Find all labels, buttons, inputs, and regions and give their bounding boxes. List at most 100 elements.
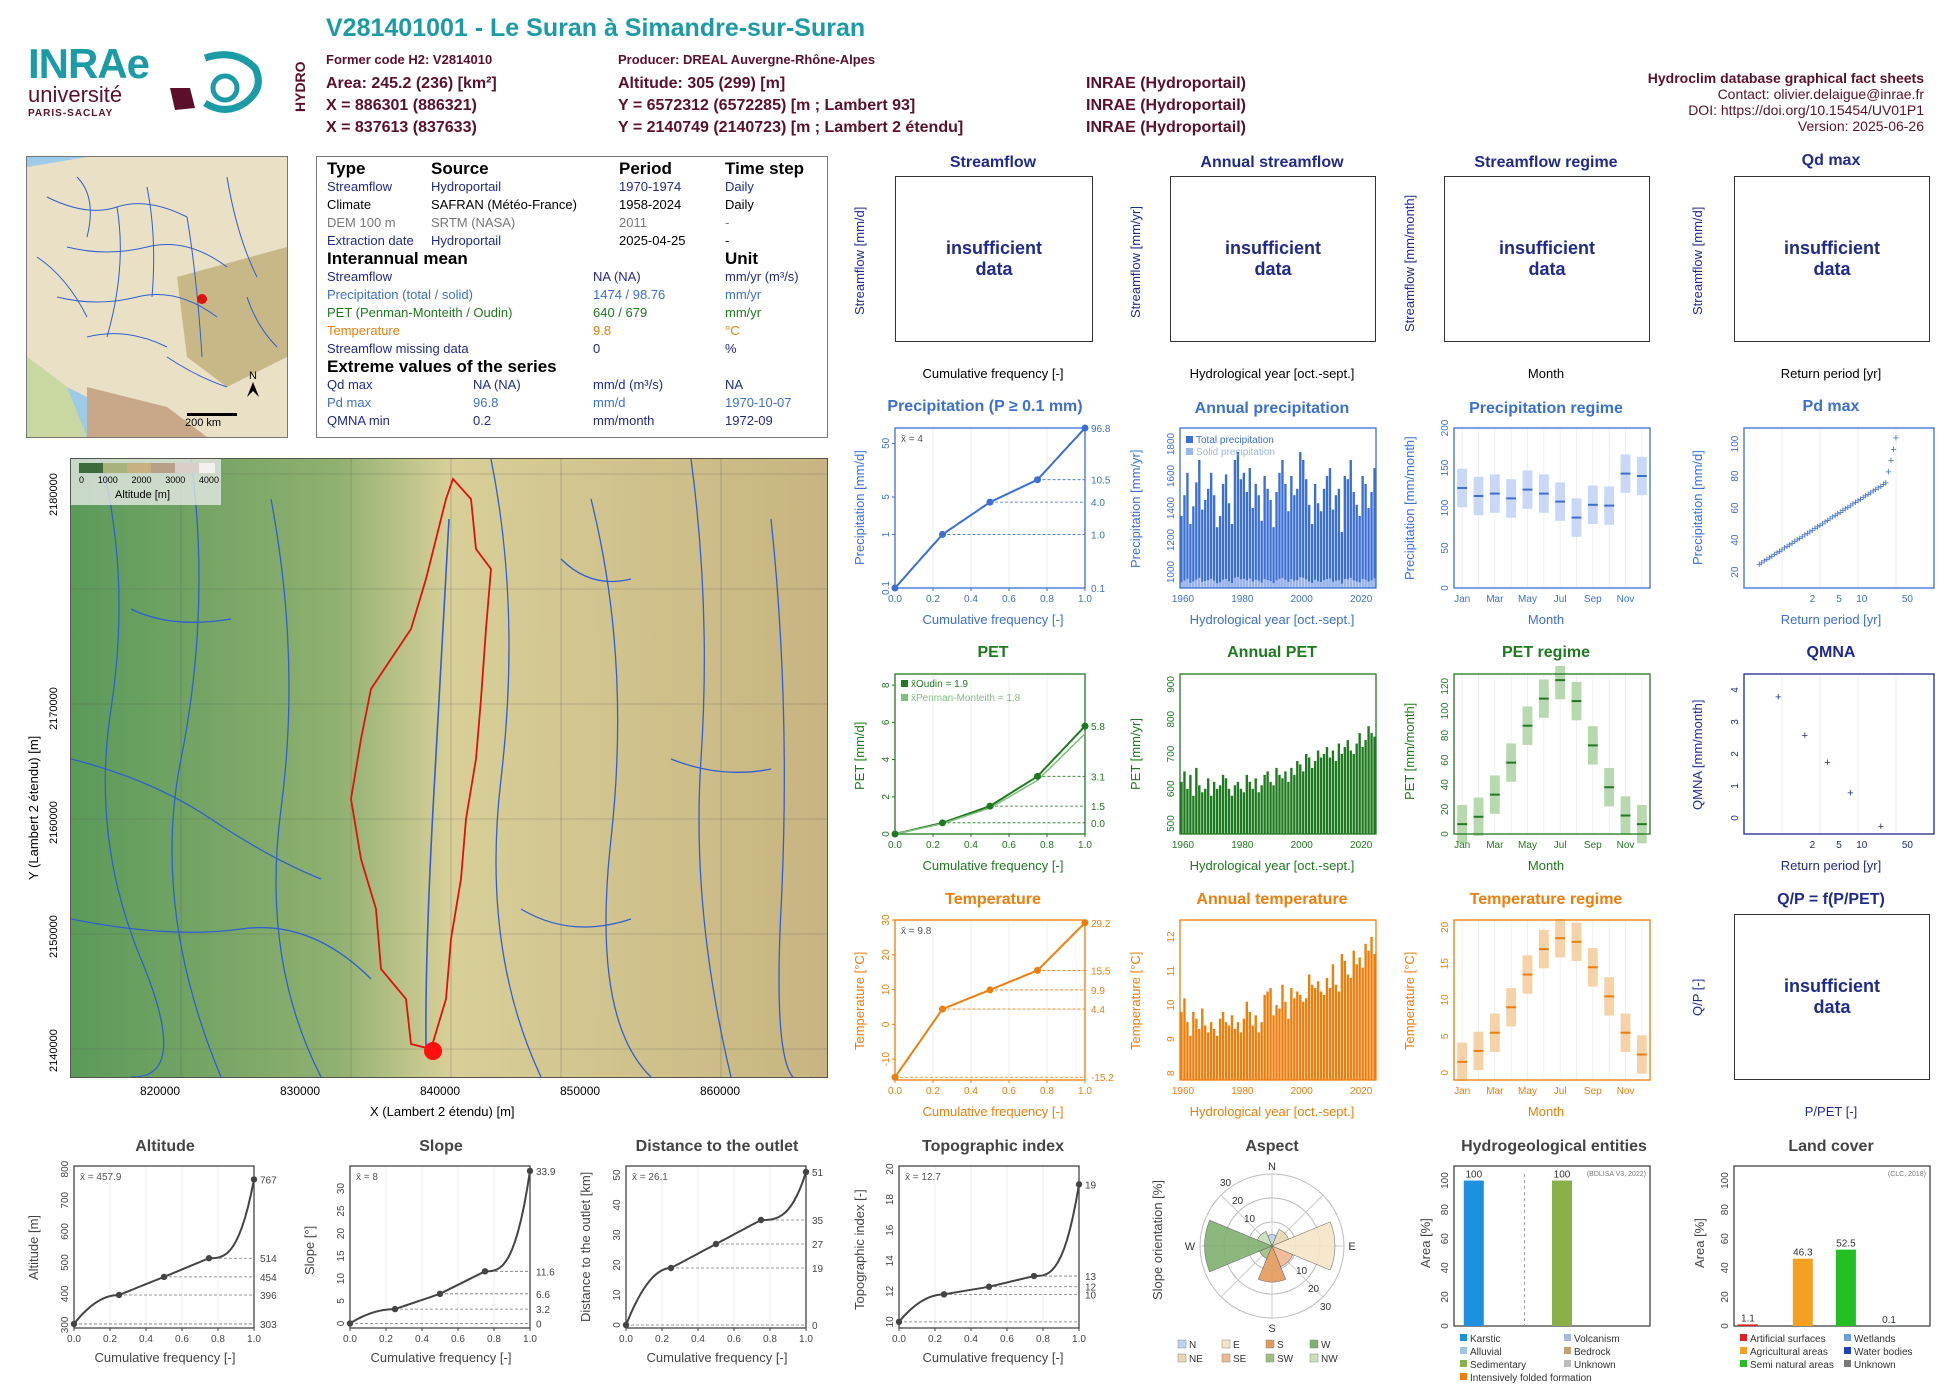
x-tick-label: 1960 bbox=[1172, 594, 1195, 605]
streamflow-regime-chart: insufficient data bbox=[1444, 176, 1650, 342]
mean-value: 1474 / 98.76 bbox=[593, 287, 666, 302]
bar-secondary bbox=[1209, 578, 1213, 588]
bar-secondary bbox=[1355, 581, 1358, 588]
right-info-doi[interactable]: DOI: https://doi.org/10.15454/UV01P1 bbox=[1688, 102, 1924, 118]
cdf-point bbox=[985, 1283, 993, 1290]
bar bbox=[1224, 778, 1228, 834]
bar bbox=[1254, 778, 1257, 834]
x-tick-label: 10 bbox=[1856, 594, 1868, 605]
y-tick-label: 120 bbox=[1440, 678, 1451, 695]
bar bbox=[1269, 988, 1272, 1080]
y-tick-label: -10 bbox=[881, 1051, 892, 1066]
x-tick-label: 0.8 bbox=[1036, 1334, 1050, 1345]
data-point: + bbox=[1893, 433, 1899, 445]
x-tick-label: Jul bbox=[1554, 594, 1567, 605]
area-bar bbox=[1737, 1324, 1758, 1326]
y-tick-label: 400 bbox=[60, 1285, 71, 1302]
bar bbox=[1251, 1025, 1254, 1080]
logo-paris-saclay-text: PARIS-SACLAY bbox=[28, 108, 114, 119]
x-tick-label: 10 bbox=[1856, 840, 1868, 851]
data-point: + bbox=[1824, 757, 1830, 769]
data-point: + bbox=[1875, 482, 1881, 494]
legend-swatch bbox=[1564, 1347, 1571, 1354]
bar bbox=[1343, 960, 1347, 1080]
ref-label: 19 bbox=[1085, 1180, 1097, 1191]
plot-bg bbox=[1454, 428, 1650, 588]
right-info-version: Version: 2025-06-26 bbox=[1797, 118, 1924, 134]
qdmax-chart: insufficient data bbox=[1734, 176, 1930, 342]
mean-label: Temperature bbox=[327, 323, 400, 338]
y-tick-label: 40 bbox=[612, 1199, 623, 1211]
bar bbox=[1331, 509, 1335, 588]
bar bbox=[1180, 1011, 1183, 1080]
x-tick-label: 0.0 bbox=[619, 1334, 633, 1345]
x-tick-label: 0.8 bbox=[1040, 1086, 1054, 1097]
source-1: INRAE (Hydroportail) bbox=[1086, 75, 1246, 92]
data-point: + bbox=[1878, 821, 1884, 833]
logo-inrae: INRAe université PARIS-SACLAY bbox=[28, 40, 150, 119]
annual-precip-chart: 1960 1980 2000 2020 1000 1200 1400 1600 1800 Tota… bbox=[1166, 427, 1377, 605]
producer: Producer: DREAL Auvergne-Rhône-Alpes bbox=[618, 52, 876, 67]
ref-label: 396 bbox=[260, 1291, 277, 1302]
bar bbox=[1316, 503, 1320, 588]
title-precip: Precipitation (P ≥ 0.1 mm) bbox=[887, 398, 1083, 415]
bar-secondary bbox=[1299, 577, 1302, 588]
y-tick-label: 60 bbox=[1440, 1233, 1451, 1245]
bar bbox=[1207, 778, 1210, 834]
x-tick-label: 5 bbox=[1836, 594, 1842, 605]
title-qdmax: Qd max bbox=[1801, 152, 1861, 169]
legend-swatch bbox=[1564, 1334, 1571, 1341]
data-point: + bbox=[1837, 507, 1843, 519]
ref-label: 0 bbox=[812, 1321, 818, 1332]
info-h-extreme: Extreme values of the series bbox=[327, 357, 557, 376]
y-tick-label: 50 bbox=[1440, 542, 1451, 554]
map-xtick: 830000 bbox=[280, 1084, 321, 1098]
bar bbox=[1325, 977, 1329, 1080]
ref-label: 4.4 bbox=[1091, 1005, 1105, 1016]
bar bbox=[1316, 750, 1320, 834]
bar-secondary bbox=[1284, 579, 1287, 588]
bar bbox=[1275, 492, 1278, 588]
x-tick-label: 0.4 bbox=[964, 1334, 978, 1345]
legend-swatch bbox=[1460, 1373, 1467, 1380]
legend-label: Total precipitation bbox=[1196, 435, 1274, 446]
bar bbox=[1334, 984, 1338, 1080]
info-h-type: Type bbox=[327, 159, 366, 178]
map-ytick: 2180000 bbox=[48, 473, 60, 516]
y-tick-label: 600 bbox=[60, 1223, 71, 1240]
info-step: - bbox=[725, 233, 730, 248]
bar bbox=[1186, 1022, 1189, 1080]
bar-secondary bbox=[1266, 580, 1269, 588]
y-tick-label: 1400 bbox=[1166, 496, 1177, 519]
info-h-source: Source bbox=[431, 159, 489, 178]
x-tick-label: Sep bbox=[1584, 1086, 1602, 1097]
altitude: Altitude: 305 (299) [m] bbox=[618, 75, 786, 92]
bar-secondary bbox=[1293, 580, 1296, 588]
info-h-unit: Unit bbox=[725, 249, 759, 268]
y-tick-label: 9 bbox=[1166, 1036, 1177, 1042]
bar bbox=[1236, 781, 1240, 834]
annual-temp-chart: 1960 1980 2000 2020 8 9 10 11 12 bbox=[1166, 919, 1377, 1097]
bar bbox=[1310, 767, 1314, 834]
data-point: + bbox=[1791, 536, 1797, 548]
right-info-contact[interactable]: Contact: olivier.delaigue@inrae.fr bbox=[1717, 86, 1924, 102]
y-tick-label: 18 bbox=[885, 1194, 896, 1206]
y-tick-label: 20 bbox=[612, 1259, 623, 1271]
bar bbox=[1364, 484, 1367, 588]
x-tick-label: Mar bbox=[1486, 594, 1504, 605]
bar-secondary bbox=[1305, 579, 1308, 588]
y-tick-label: 40 bbox=[1440, 1262, 1451, 1274]
bar-secondary bbox=[1198, 577, 1201, 588]
bar bbox=[1358, 516, 1361, 588]
y-tick-label: 10 bbox=[612, 1289, 623, 1301]
bar-secondary bbox=[1257, 580, 1260, 588]
map-ylabel: Y (Lambert 2 étendu) [m] bbox=[26, 735, 41, 880]
ref-label: 9.9 bbox=[1091, 986, 1105, 997]
mean-label: x̄ = 8 bbox=[356, 1172, 378, 1183]
ylabel: Streamflow [mm/d] bbox=[852, 206, 867, 315]
legend-swatch bbox=[1177, 1339, 1187, 1349]
bar bbox=[1204, 788, 1207, 834]
y-tick-label: 20 bbox=[1440, 921, 1451, 933]
bar bbox=[1192, 795, 1195, 834]
data-point: + bbox=[1799, 531, 1805, 543]
